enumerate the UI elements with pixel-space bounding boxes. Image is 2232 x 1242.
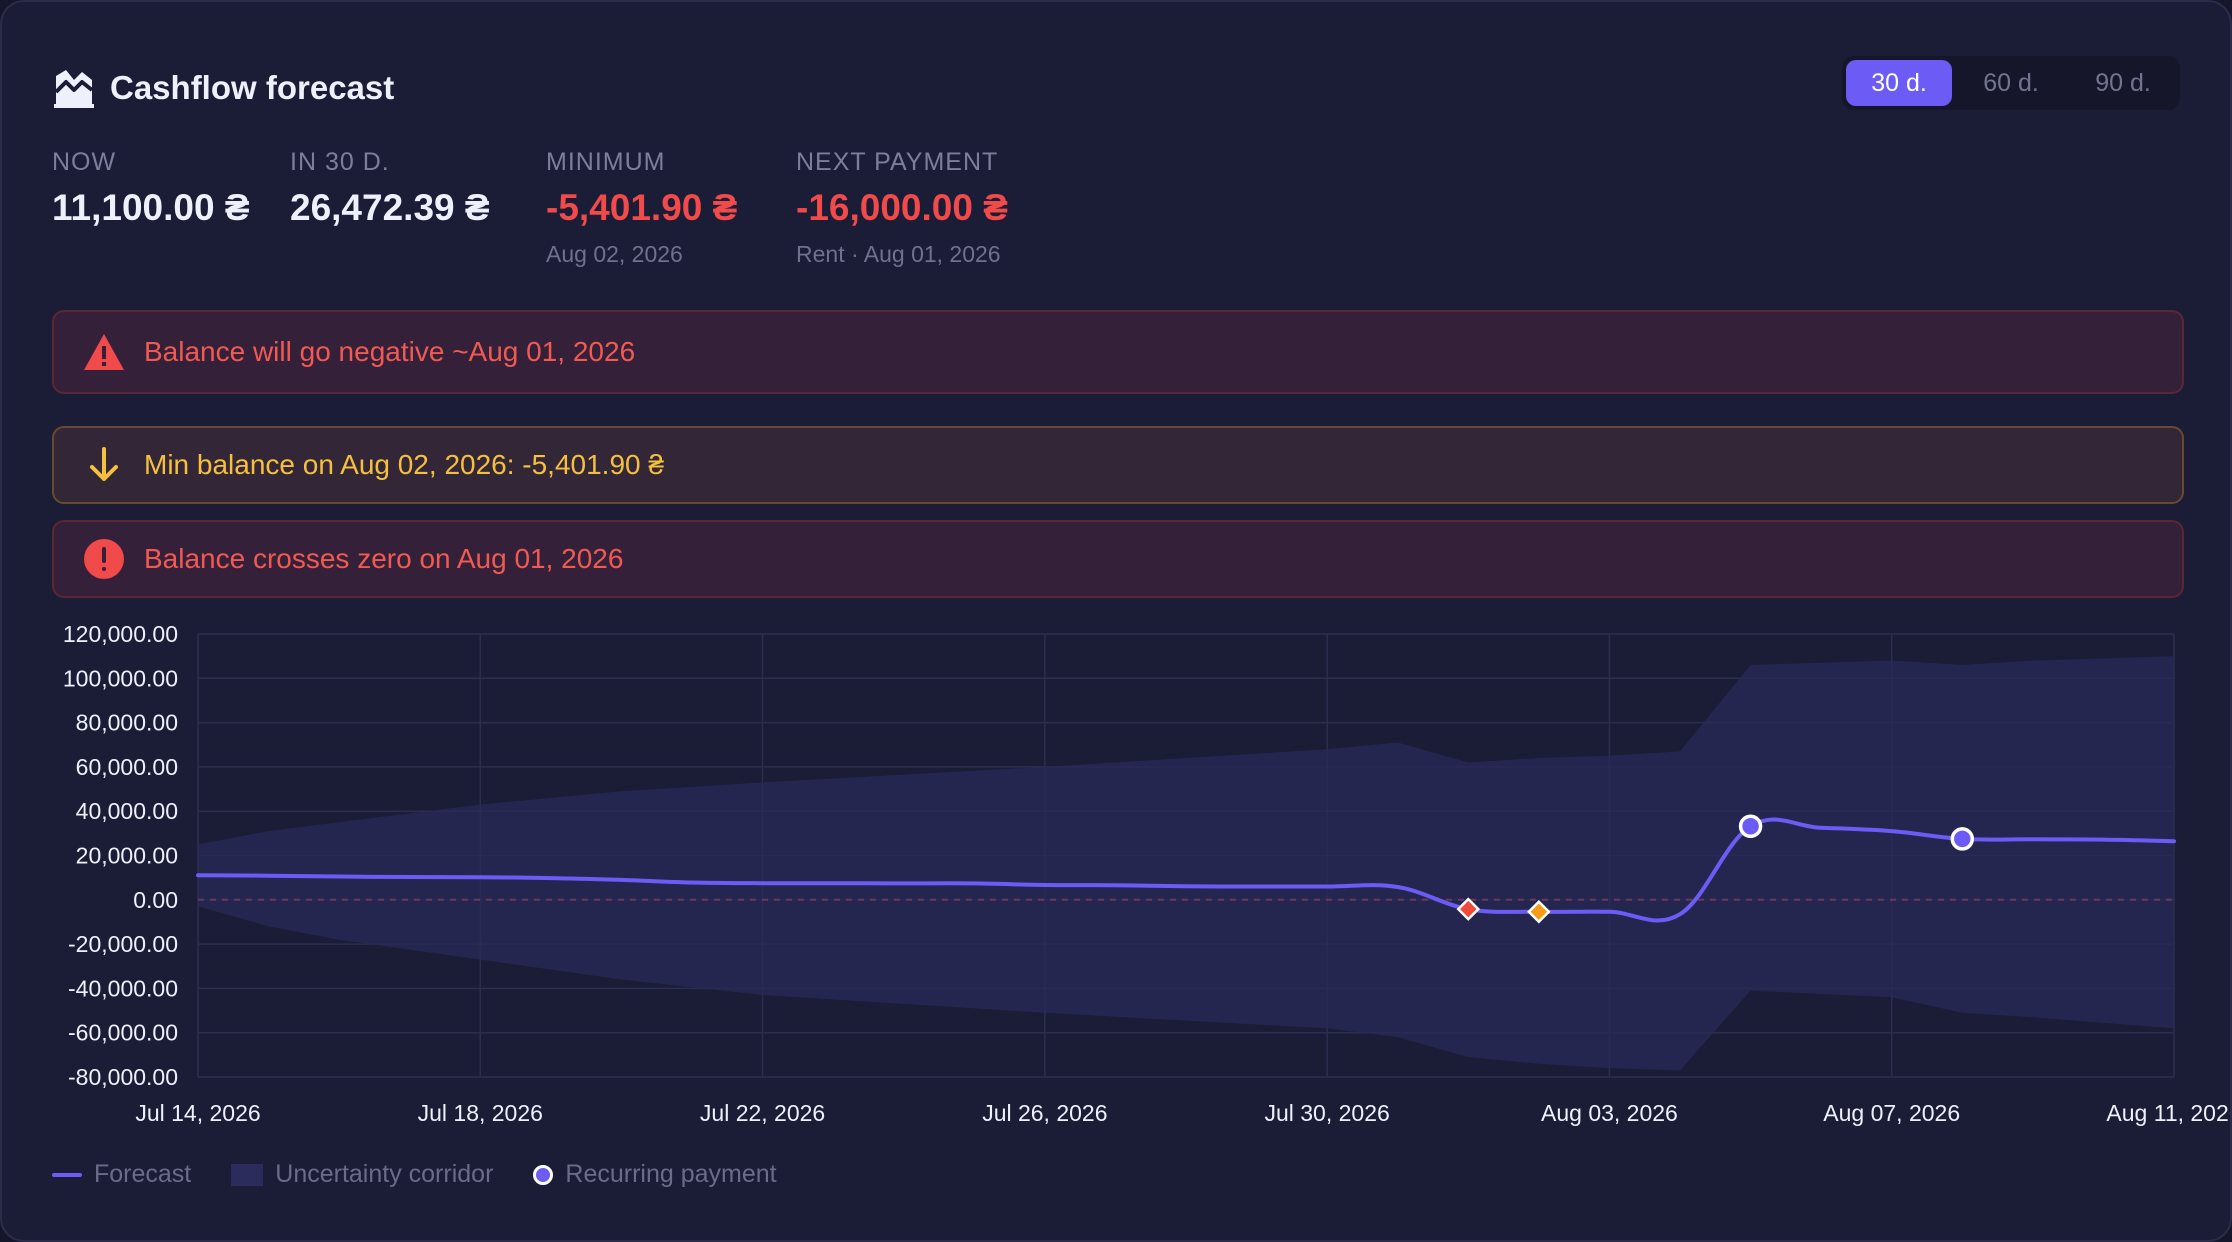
stat-minimum: MINIMUM -5,401.90 ₴ Aug 02, 2026 bbox=[546, 148, 737, 268]
legend-label: Forecast bbox=[94, 1160, 192, 1188]
exclamation-circle-icon bbox=[84, 539, 124, 579]
y-tick-label: 40,000.00 bbox=[76, 798, 178, 824]
x-tick-label: Aug 03, 2026 bbox=[1541, 1100, 1678, 1126]
stat-value: -5,401.90 ₴ bbox=[546, 187, 738, 228]
y-tick-label: 20,000.00 bbox=[76, 843, 178, 869]
stat-in-30-days: IN 30 D. 26,472.39 ₴ bbox=[290, 148, 490, 229]
legend-label: Recurring payment bbox=[565, 1160, 777, 1188]
page-title: Cashflow forecast bbox=[110, 69, 395, 106]
stat-value: 26,472.39 ₴ bbox=[290, 187, 490, 228]
stat-label: NOW bbox=[52, 148, 117, 176]
x-tick-label: Jul 14, 2026 bbox=[135, 1100, 260, 1126]
y-tick-label: -60,000.00 bbox=[68, 1020, 178, 1046]
range-tabs: 30 d. 60 d. 90 d. bbox=[1842, 56, 2180, 110]
alert-text: Balance will go negative ~Aug 01, 2026 bbox=[144, 336, 636, 367]
y-tick-label: -80,000.00 bbox=[68, 1064, 178, 1090]
payment-marker bbox=[1456, 897, 1481, 921]
legend-corridor[interactable]: Uncertainty corridor bbox=[231, 1160, 493, 1189]
x-tick-label: Aug 11, 2026 bbox=[2106, 1100, 2230, 1126]
card-header: Cashflow forecast bbox=[52, 58, 394, 118]
chart-area-icon bbox=[54, 70, 94, 108]
uncertainty-corridor bbox=[198, 656, 2174, 1071]
x-tick-label: Jul 26, 2026 bbox=[982, 1100, 1107, 1126]
forecast-chart: 120,000.00 100,000.00 80,000.00 60,000.00 40… bbox=[63, 621, 2230, 1126]
y-tick-label: 0.00 bbox=[133, 887, 178, 913]
tab-60-days[interactable]: 60 d. bbox=[1983, 68, 2039, 97]
x-tick-label: Aug 07, 2026 bbox=[1823, 1100, 1960, 1126]
corridor-swatch bbox=[231, 1163, 264, 1186]
legend-label: Uncertainty corridor bbox=[275, 1160, 494, 1188]
warning-triangle-icon bbox=[84, 334, 124, 370]
y-tick-label: -40,000.00 bbox=[68, 975, 178, 1001]
recurring-swatch bbox=[533, 1164, 554, 1185]
legend-recurring[interactable]: Recurring payment bbox=[533, 1160, 777, 1189]
y-axis-labels: 120,000.00 100,000.00 80,000.00 60,000.00 40… bbox=[63, 621, 178, 1090]
alert-negative-balance: Balance will go negative ~Aug 01, 2026 bbox=[52, 310, 2184, 394]
stat-label: IN 30 D. bbox=[290, 148, 390, 176]
stat-sub: Aug 02, 2026 bbox=[546, 241, 683, 267]
tab-30-days[interactable]: 30 d. bbox=[1846, 60, 1952, 106]
chart-markers bbox=[1456, 814, 1975, 924]
chart-legend: Forecast Uncertainty corridor Recurring … bbox=[52, 1160, 817, 1189]
recurring-payment-marker bbox=[1950, 827, 1975, 851]
y-tick-label: -20,000.00 bbox=[68, 931, 178, 957]
minimum-marker bbox=[1527, 899, 1551, 924]
forecast-line bbox=[196, 817, 2176, 923]
alert-text: Min balance on Aug 02, 2026: -5,401.90 ₴ bbox=[144, 449, 664, 480]
x-tick-label: Jul 30, 2026 bbox=[1264, 1100, 1389, 1126]
tab-90-days[interactable]: 90 d. bbox=[2095, 68, 2151, 97]
y-tick-label: 120,000.00 bbox=[63, 621, 178, 647]
stat-next-payment: NEXT PAYMENT -16,000.00 ₴ Rent · Aug 01,… bbox=[796, 148, 1008, 268]
stat-value: -16,000.00 ₴ bbox=[796, 187, 1008, 228]
alert-text: Balance crosses zero on Aug 01, 2026 bbox=[144, 543, 624, 574]
x-tick-label: Jul 18, 2026 bbox=[418, 1100, 543, 1126]
x-tick-label: Jul 22, 2026 bbox=[700, 1100, 825, 1126]
stat-value: 11,100.00 ₴ bbox=[52, 187, 250, 228]
stat-label: MINIMUM bbox=[546, 148, 666, 176]
arrow-down-icon bbox=[90, 447, 118, 481]
y-tick-label: 80,000.00 bbox=[76, 710, 178, 736]
alert-zero-crossing: Balance crosses zero on Aug 01, 2026 bbox=[52, 520, 2184, 598]
forecast-swatch bbox=[52, 1172, 82, 1177]
stat-label: NEXT PAYMENT bbox=[796, 148, 999, 176]
x-axis-labels: Jul 14, 2026 Jul 18, 2026 Jul 22, 2026 Jul … bbox=[135, 1100, 2230, 1126]
y-tick-label: 60,000.00 bbox=[76, 754, 178, 780]
recurring-payment-marker bbox=[1738, 814, 1763, 839]
alert-min-balance: Min balance on Aug 02, 2026: -5,401.90 ₴ bbox=[52, 426, 2184, 504]
y-tick-label: 100,000.00 bbox=[63, 665, 178, 691]
legend-forecast[interactable]: Forecast bbox=[52, 1160, 191, 1189]
stat-now: NOW 11,100.00 ₴ bbox=[52, 148, 250, 229]
stat-sub: Rent · Aug 01, 2026 bbox=[796, 241, 1001, 267]
